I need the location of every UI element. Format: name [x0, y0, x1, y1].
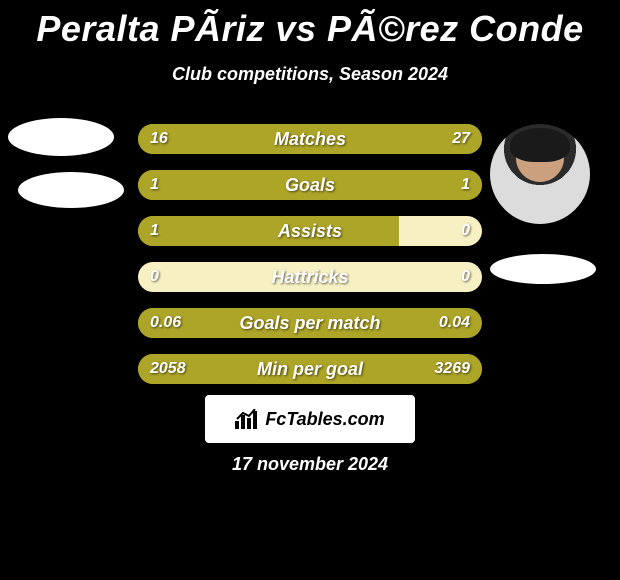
bar-fill-right — [276, 354, 482, 384]
bar-base-right — [310, 308, 482, 338]
bar-fill-right — [258, 124, 482, 154]
stat-row: Min per goal20583269 — [138, 354, 482, 384]
snapshot-date: 17 november 2024 — [0, 454, 620, 475]
stats-bars: Matches1627 Goals11 Assists10 Hattricks00 Go… — [138, 124, 482, 400]
avatar-photo — [490, 124, 590, 224]
bar-fill-right — [320, 170, 482, 200]
stat-row: Goals11 — [138, 170, 482, 200]
avatar-ellipse — [8, 118, 114, 156]
page-subtitle: Club competitions, Season 2024 — [0, 64, 620, 85]
bar-fill-left — [138, 308, 262, 338]
stat-row: Matches1627 — [138, 124, 482, 154]
stat-row: Goals per match0.060.04 — [138, 308, 482, 338]
bar-fill-left — [138, 354, 258, 384]
bar-base-right — [310, 262, 482, 292]
avatar-ellipse — [490, 254, 596, 284]
bar-fill-left — [138, 124, 258, 154]
chart-icon — [235, 409, 259, 429]
brand-text: FcTables.com — [265, 409, 384, 430]
stat-row: Hattricks00 — [138, 262, 482, 292]
bar-base-left — [138, 262, 310, 292]
page-title: Peralta PÃ­riz vs PÃ©rez Conde — [0, 0, 620, 50]
avatar-ellipse — [18, 172, 124, 208]
stat-row: Assists10 — [138, 216, 482, 246]
bar-fill-left — [138, 170, 300, 200]
bar-fill-left — [138, 216, 399, 246]
brand-badge: FcTables.com — [205, 395, 415, 443]
player-right-avatar — [490, 124, 590, 224]
